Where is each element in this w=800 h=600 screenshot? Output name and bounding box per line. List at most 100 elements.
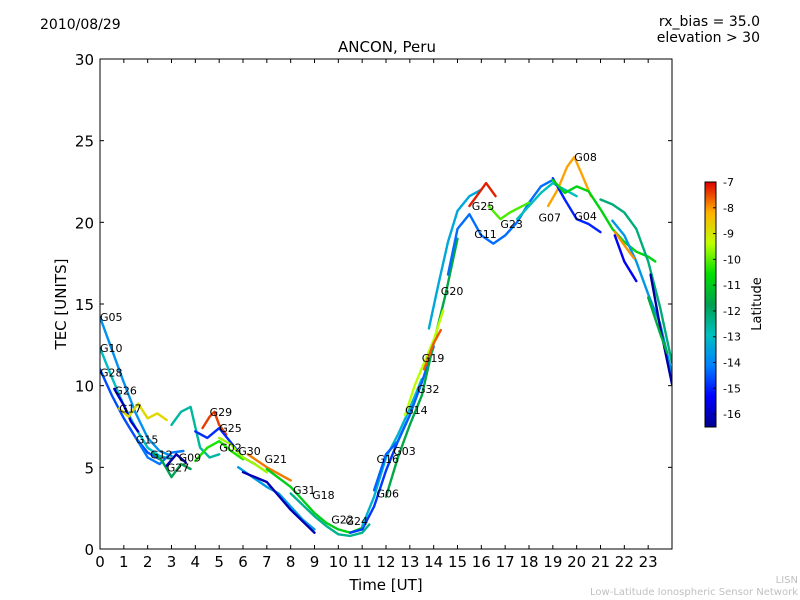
series-g08 — [546, 155, 593, 208]
series-g13 — [551, 178, 657, 263]
annotation-g24: G24 — [346, 515, 369, 528]
series-g12b — [613, 234, 638, 283]
series-g15 — [134, 436, 185, 466]
series-g03 — [372, 345, 435, 492]
credit-box: LISN Low-Latitude Ionospheric Sensor Net… — [590, 575, 798, 599]
x-tick-label: 16 — [472, 553, 491, 571]
annotation-g29: G29 — [210, 406, 233, 419]
series-g02 — [194, 440, 245, 462]
annotation-g15: G15 — [136, 434, 159, 447]
annotation-g22: G22 — [331, 514, 354, 527]
network-label: Low-Latitude Ionospheric Sensor Network — [590, 587, 798, 598]
annotation-g08: G08 — [574, 151, 597, 164]
y-axis-label: TEC [UNITS] — [52, 259, 70, 351]
series-g05 — [100, 315, 173, 458]
y-tick-label: 20 — [75, 214, 94, 232]
x-tick-label: 23 — [639, 553, 658, 571]
series-g28 — [100, 368, 161, 461]
x-tick-label: 13 — [400, 553, 419, 571]
lisn-label: LISN — [775, 575, 798, 586]
x-tick-label: 8 — [286, 553, 296, 571]
x-tick-label: 10 — [329, 553, 348, 571]
annotation-g32: G32 — [417, 383, 440, 396]
x-tick-label: 4 — [191, 553, 201, 571]
x-tick-label: 14 — [424, 553, 443, 571]
x-tick-label: 6 — [238, 553, 248, 571]
y-tick-label: 5 — [84, 459, 94, 477]
x-tick-label: 21 — [591, 553, 610, 571]
x-tick-label: 2 — [143, 553, 153, 571]
y-tick-label: 0 — [84, 541, 94, 559]
series-g20 — [427, 188, 483, 330]
series-g01 — [599, 198, 672, 364]
series-g30b — [613, 230, 636, 260]
annotation-g18: G18 — [312, 489, 335, 502]
y-tick-label: 10 — [75, 378, 94, 396]
series-g14 — [384, 237, 459, 498]
annotation-g17: G17 — [119, 403, 142, 416]
x-tick-label: 1 — [119, 553, 129, 571]
annotation-g27: G27 — [167, 461, 190, 474]
annotation-g28: G28 — [100, 367, 123, 380]
annotation-g20: G20 — [441, 285, 464, 298]
annotation-g05: G05 — [100, 311, 123, 324]
annotation-g23: G23 — [500, 218, 523, 231]
annotation-g07: G07 — [539, 211, 562, 224]
colorbar-tick-label: -13 — [723, 331, 741, 344]
y-tick-label: 15 — [75, 296, 94, 314]
x-tick-label: 20 — [567, 553, 586, 571]
colorbar-tick-label: -14 — [723, 357, 741, 370]
annotation-g25: G25 — [472, 200, 495, 213]
x-tick-label: 0 — [95, 553, 105, 571]
series-g32 — [403, 309, 445, 417]
series-g17 — [117, 402, 168, 422]
series-g22 — [265, 467, 364, 534]
annotation-g16: G16 — [377, 453, 400, 466]
y-tick-label: 25 — [75, 133, 94, 151]
annotation-g09: G09 — [179, 452, 202, 465]
annotation-g31: G31 — [293, 484, 316, 497]
date-label: 2010/08/29 — [40, 17, 121, 33]
series-g26b — [647, 296, 669, 355]
x-tick-label: 19 — [543, 553, 562, 571]
series-g09 — [170, 405, 221, 459]
x-tick-label: 7 — [262, 553, 272, 571]
annotation-g03: G03 — [393, 445, 416, 458]
series-g26 — [113, 387, 140, 433]
colorbar-tick-label: -7 — [723, 176, 734, 189]
annotation-g12: G12 — [150, 448, 173, 461]
annotation-g10: G10 — [100, 342, 123, 355]
x-tick-label: 9 — [310, 553, 320, 571]
series-g23 — [487, 201, 531, 221]
annotation-g30: G30 — [238, 445, 261, 458]
colorbar-tick-label: -12 — [723, 305, 741, 318]
series-g27 — [165, 453, 188, 467]
colorbar-tick-label: -15 — [723, 382, 741, 395]
series-g24b — [649, 273, 672, 386]
x-tick-label: 5 — [214, 553, 224, 571]
x-tick-label: 22 — [615, 553, 634, 571]
x-tick-label: 18 — [519, 553, 538, 571]
series-g24 — [289, 492, 371, 538]
x-tick-label: 17 — [496, 553, 515, 571]
annotation-g14: G14 — [405, 404, 428, 417]
annotation-g25: G25 — [219, 422, 242, 435]
annotation-g02: G02 — [219, 442, 242, 455]
series-g11 — [446, 178, 554, 276]
elevation-label: elevation > 30 — [656, 30, 760, 46]
series-g29 — [201, 410, 228, 436]
series-g04 — [551, 176, 602, 234]
x-tick-label: 3 — [167, 553, 177, 571]
annotation-g04: G04 — [574, 210, 597, 223]
series-g12 — [151, 451, 192, 479]
colorbar-tick-label: -11 — [723, 279, 741, 292]
annotation-g19: G19 — [422, 352, 445, 365]
rx-bias-label: rx_bias = 35.0 — [658, 14, 760, 30]
series-g19 — [422, 328, 442, 371]
x-tick-label: 15 — [448, 553, 467, 571]
plot-frame — [99, 58, 673, 550]
x-axis-label: Time [UT] — [348, 576, 422, 594]
colorbar-tick-label: -8 — [723, 202, 734, 215]
chart-title: ANCON, Peru — [338, 38, 436, 56]
